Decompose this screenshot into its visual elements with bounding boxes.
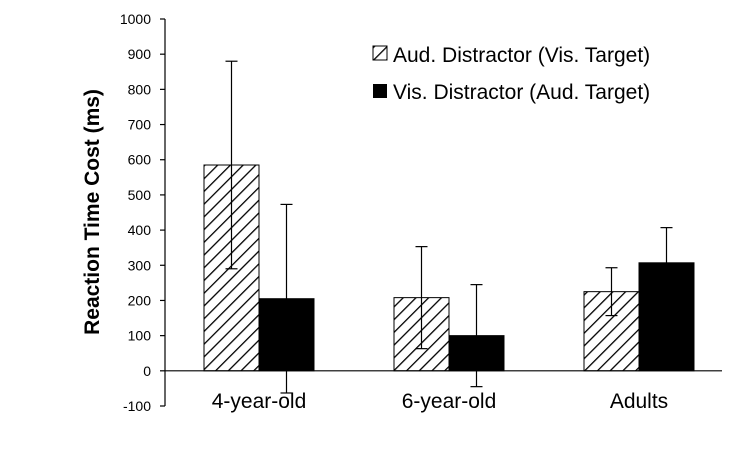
legend-swatch-hatched [372,45,388,61]
legend: Aud. Distractor (Vis. Target) Vis. Distr… [372,44,650,104]
legend-label-aud-distractor: Aud. Distractor (Vis. Target) [393,44,650,67]
legend-swatch-solid [373,84,387,98]
y-tick-label: -100 [123,398,151,414]
category-labels: 4-year-old 6-year-old Adults [212,390,668,413]
error-bars-layer [225,60,673,394]
y-tick-label: 200 [128,292,152,308]
category-label: Adults [610,390,668,413]
y-tick-label: 1000 [120,11,151,27]
y-tick-label: 600 [128,152,152,168]
y-tick-label: 500 [128,187,152,203]
y-tick-label: 800 [128,81,152,97]
y-tick-label: 0 [143,363,151,379]
y-tick-label: 300 [128,257,152,273]
bars-layer [203,164,695,372]
y-axis: -100 0 100 200 300 400 500 600 700 800 900 1000 [120,11,166,414]
category-label: 6-year-old [402,390,497,413]
category-label: 4-year-old [212,390,307,413]
y-tick-label: 700 [128,117,152,133]
y-tick-label: 400 [128,222,152,238]
y-tick-label: 900 [128,46,152,62]
y-tick-label: 100 [128,328,152,344]
legend-label-vis-distractor: Vis. Distractor (Aud. Target) [393,81,650,104]
y-axis-label: Reaction Time Cost (ms) [81,89,104,335]
